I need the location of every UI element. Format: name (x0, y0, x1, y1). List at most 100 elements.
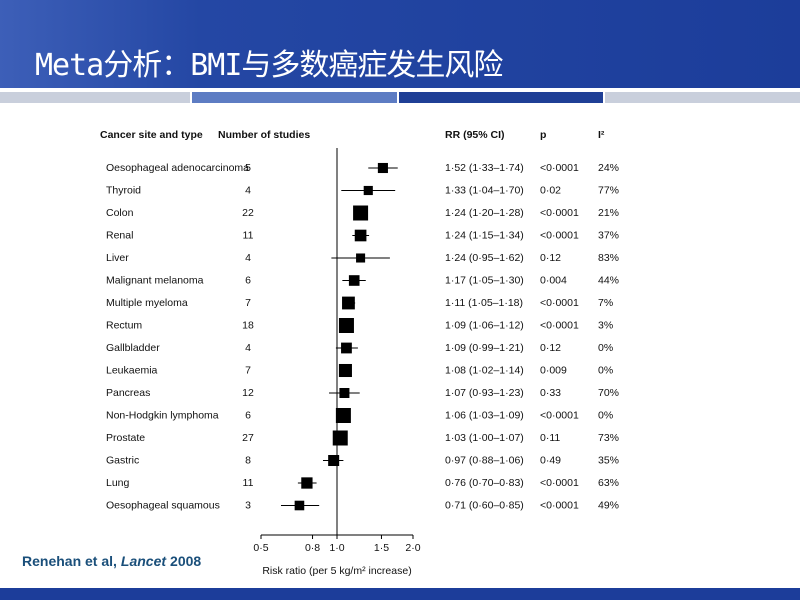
p-label: <0·0001 (540, 319, 579, 331)
p-label: <0·0001 (540, 297, 579, 309)
site-label: Lung (106, 477, 130, 489)
rr-label: 1·11 (1·05–1·18) (445, 297, 523, 309)
site-label: Oesophageal adenocarcinoma (106, 162, 249, 174)
point-estimate (354, 229, 367, 242)
site-label: Non-Hodgkin lymphoma (106, 409, 219, 421)
studies-count: 11 (243, 229, 254, 241)
site-label: Leukaemia (106, 364, 158, 376)
studies-count: 7 (245, 297, 251, 309)
i2-label: 7% (598, 297, 613, 309)
i2-label: 21% (598, 207, 619, 219)
column-header: Cancer site and type (100, 129, 203, 141)
rr-label: 1·09 (1·06–1·12) (445, 319, 524, 331)
rr-label: 1·06 (1·03–1·09) (445, 409, 524, 421)
point-estimate (342, 296, 355, 310)
studies-count: 4 (245, 342, 251, 354)
site-label: Gastric (106, 454, 139, 466)
column-header: RR (95% CI) (445, 129, 505, 141)
i2-label: 44% (598, 274, 619, 286)
site-label: Renal (106, 229, 133, 241)
i2-label: 37% (598, 229, 619, 241)
site-label: Oesophageal squamous (106, 499, 220, 511)
p-label: 0·009 (540, 364, 567, 376)
i2-label: 77% (598, 184, 619, 196)
x-tick-label: 2·0 (405, 542, 420, 554)
i2-label: 0% (598, 342, 613, 354)
site-label: Thyroid (106, 184, 141, 196)
i2-label: 83% (598, 252, 619, 264)
p-label: <0·0001 (540, 477, 579, 489)
i2-label: 0% (598, 364, 613, 376)
rr-label: 1·24 (0·95–1·62) (445, 252, 524, 264)
citation: Renehan et al, Lancet 2008 (22, 553, 201, 569)
i2-label: 70% (598, 387, 619, 399)
citation-year: 2008 (170, 553, 202, 569)
i2-label: 35% (598, 454, 619, 466)
i2-label: 73% (598, 432, 619, 444)
p-label: 0·49 (540, 454, 561, 466)
point-estimate (338, 363, 352, 378)
stripe (0, 92, 190, 103)
i2-label: 49% (598, 499, 619, 511)
studies-count: 5 (245, 162, 251, 174)
stripe (605, 92, 800, 103)
column-header: p (540, 129, 546, 141)
p-label: 0·004 (540, 274, 567, 286)
studies-count: 18 (242, 319, 254, 331)
studies-count: 8 (245, 454, 251, 466)
rr-label: 1·17 (1·05–1·30) (445, 274, 524, 286)
point-estimate (332, 430, 348, 446)
p-label: 0·12 (540, 252, 561, 264)
p-label: <0·0001 (540, 162, 579, 174)
p-label: <0·0001 (540, 499, 579, 511)
point-estimate (294, 500, 305, 511)
stripe (399, 92, 603, 103)
site-label: Prostate (106, 432, 145, 444)
rr-label: 1·52 (1·33–1·74) (445, 162, 524, 174)
i2-label: 3% (598, 319, 613, 331)
studies-count: 7 (245, 364, 251, 376)
slide-title: Meta分析：BMI与多数癌症发生风险 (35, 48, 503, 83)
header-bar: Meta分析：BMI与多数癌症发生风险 (0, 0, 800, 88)
rr-label: 1·03 (1·00–1·07) (445, 432, 524, 444)
point-estimate (301, 477, 313, 489)
studies-count: 4 (245, 252, 251, 264)
studies-count: 6 (245, 409, 251, 421)
studies-count: 3 (245, 499, 251, 511)
site-label: Liver (106, 252, 129, 264)
site-label: Multiple myeloma (106, 297, 188, 309)
rr-label: 1·24 (1·15–1·34) (445, 229, 524, 241)
citation-authors: Renehan et al, (22, 553, 117, 569)
x-tick-label: 1·0 (329, 542, 344, 554)
p-label: 0·11 (540, 432, 560, 444)
point-estimate (356, 253, 366, 263)
point-estimate (335, 408, 351, 423)
point-estimate (363, 185, 373, 196)
x-tick-label: 0·8 (305, 542, 320, 554)
rr-label: 0·71 (0·60–0·85) (445, 499, 524, 511)
point-estimate (348, 275, 360, 286)
rr-label: 1·33 (1·04–1·70) (445, 184, 524, 196)
studies-count: 12 (242, 387, 254, 399)
point-estimate (353, 205, 369, 221)
point-estimate (377, 162, 388, 174)
studies-count: 4 (245, 184, 251, 196)
point-estimate (328, 454, 340, 467)
p-label: <0·0001 (540, 409, 579, 421)
footer-bar (0, 588, 800, 600)
studies-count: 22 (242, 207, 254, 219)
x-axis-label: Risk ratio (per 5 kg/m² increase) (262, 565, 411, 577)
studies-count: 11 (243, 477, 254, 489)
p-label: 0·02 (540, 184, 561, 196)
i2-label: 0% (598, 409, 613, 421)
p-label: <0·0001 (540, 229, 579, 241)
rr-label: 1·08 (1·02–1·14) (445, 364, 524, 376)
i2-label: 24% (598, 162, 619, 174)
rr-label: 1·24 (1·20–1·28) (445, 207, 524, 219)
studies-count: 27 (242, 432, 254, 444)
p-label: 0·33 (540, 387, 561, 399)
rr-label: 1·09 (0·99–1·21) (445, 342, 524, 354)
rr-label: 1·07 (0·93–1·23) (445, 387, 524, 399)
